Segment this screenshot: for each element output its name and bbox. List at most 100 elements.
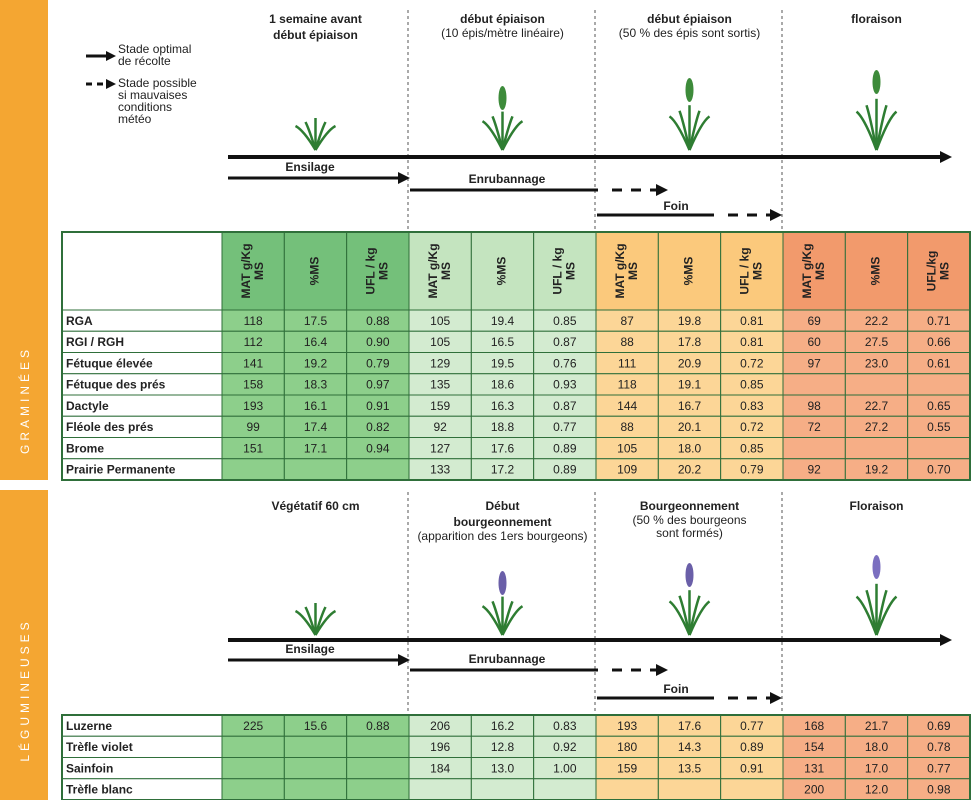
column-header: MAT g/Kg <box>239 243 253 298</box>
column-header: %MS <box>308 257 322 286</box>
data-cell <box>283 757 348 780</box>
cell-value: 19.2 <box>304 356 328 370</box>
column-header: MAT g/Kg <box>613 243 627 298</box>
plant-leaf <box>314 124 337 151</box>
cell-value: 0.87 <box>553 399 577 413</box>
cell-value: 0.72 <box>740 420 764 434</box>
data-cell <box>470 778 535 800</box>
stage-title: bourgeonnement <box>454 515 552 529</box>
stage-note: (apparition des 1ers bourgeons) <box>417 529 587 543</box>
column-header: MS <box>813 262 827 280</box>
cell-value: 14.3 <box>678 740 702 754</box>
plant-leaf <box>875 595 898 636</box>
cell-value: 22.2 <box>865 314 889 328</box>
cell-value: 0.83 <box>740 399 764 413</box>
data-cell <box>720 778 784 800</box>
cell-value: 0.91 <box>740 761 764 775</box>
cell-value: 159 <box>617 761 637 775</box>
cell-value: 20.2 <box>678 463 702 477</box>
cell-value: 98 <box>807 399 821 413</box>
cell-value: 109 <box>617 463 637 477</box>
cell-value: 180 <box>617 740 637 754</box>
plant-leaf <box>688 600 711 636</box>
cell-value: 0.88 <box>366 719 390 733</box>
cell-value: 184 <box>430 761 450 775</box>
cell-value: 0.55 <box>927 420 951 434</box>
cell-value: 0.65 <box>927 399 951 413</box>
cell-value: 72 <box>807 420 821 434</box>
cell-value: 17.2 <box>491 463 515 477</box>
cell-value: 88 <box>620 420 634 434</box>
cell-value: 0.77 <box>740 719 764 733</box>
cell-value: 0.69 <box>927 719 951 733</box>
cell-value: 0.77 <box>927 761 951 775</box>
data-cell <box>782 437 846 460</box>
cell-value: 129 <box>430 356 450 370</box>
column-header: MS <box>252 262 266 280</box>
row-label: Sainfoin <box>66 761 113 775</box>
cell-value: 158 <box>243 378 263 392</box>
column-header: MS <box>751 262 765 280</box>
row-label: Fétuque élevée <box>66 356 153 370</box>
section-band <box>0 490 48 800</box>
cell-value: 15.6 <box>304 719 328 733</box>
cell-value: 1.00 <box>553 761 577 775</box>
cell-value: 0.81 <box>740 314 764 328</box>
plant-head <box>498 571 507 595</box>
legend-text: de récolte <box>118 54 171 68</box>
cell-value: 16.2 <box>491 719 515 733</box>
arrow-head <box>398 654 410 666</box>
cell-value: 159 <box>430 399 450 413</box>
cell-value: 0.85 <box>740 441 764 455</box>
stage-title: Floraison <box>849 499 903 513</box>
method-label: Foin <box>663 682 688 696</box>
data-cell <box>346 458 410 481</box>
row-label: Trèfle blanc <box>66 783 133 797</box>
arrow-head <box>656 664 668 676</box>
cell-value: 60 <box>807 335 821 349</box>
column-header: %MS <box>869 257 883 286</box>
data-cell <box>907 373 971 396</box>
cell-value: 12.0 <box>865 783 889 797</box>
cell-value: 151 <box>243 441 263 455</box>
cell-value: 19.8 <box>678 314 702 328</box>
cell-value: 23.0 <box>865 356 889 370</box>
cell-value: 19.1 <box>678 378 702 392</box>
cell-value: 0.76 <box>553 356 577 370</box>
stage-title: début épiaison <box>460 12 545 26</box>
cell-value: 18.6 <box>491 378 515 392</box>
cell-value: 193 <box>617 719 637 733</box>
row-label: Luzerne <box>66 719 112 733</box>
cell-value: 19.4 <box>491 314 515 328</box>
column-header: MS <box>564 262 578 280</box>
header-cell <box>283 231 348 311</box>
cell-value: 135 <box>430 378 450 392</box>
method-label: Ensilage <box>285 160 335 174</box>
plant-leaf <box>875 110 898 151</box>
cell-value: 0.85 <box>740 378 764 392</box>
cell-value: 99 <box>246 420 260 434</box>
cell-value: 18.0 <box>678 441 702 455</box>
cell-value: 92 <box>433 420 447 434</box>
cell-value: 0.91 <box>366 399 390 413</box>
cell-value: 19.5 <box>491 356 515 370</box>
data-cell <box>283 458 348 481</box>
data-cell <box>283 735 348 758</box>
arrow-head <box>940 151 952 163</box>
cell-value: 0.89 <box>553 463 577 477</box>
cell-value: 127 <box>430 441 450 455</box>
header-cell <box>61 231 223 311</box>
data-cell <box>533 778 597 800</box>
row-label: Brome <box>66 441 104 455</box>
cell-value: 131 <box>804 761 824 775</box>
data-cell <box>907 437 971 460</box>
data-cell <box>782 373 846 396</box>
header-cell <box>408 231 472 311</box>
cell-value: 0.90 <box>366 335 390 349</box>
stage-note: sont formés) <box>656 526 723 540</box>
row-label: RGI / RGH <box>66 335 124 349</box>
cell-value: 154 <box>804 740 824 754</box>
cell-value: 13.5 <box>678 761 702 775</box>
cell-value: 133 <box>430 463 450 477</box>
